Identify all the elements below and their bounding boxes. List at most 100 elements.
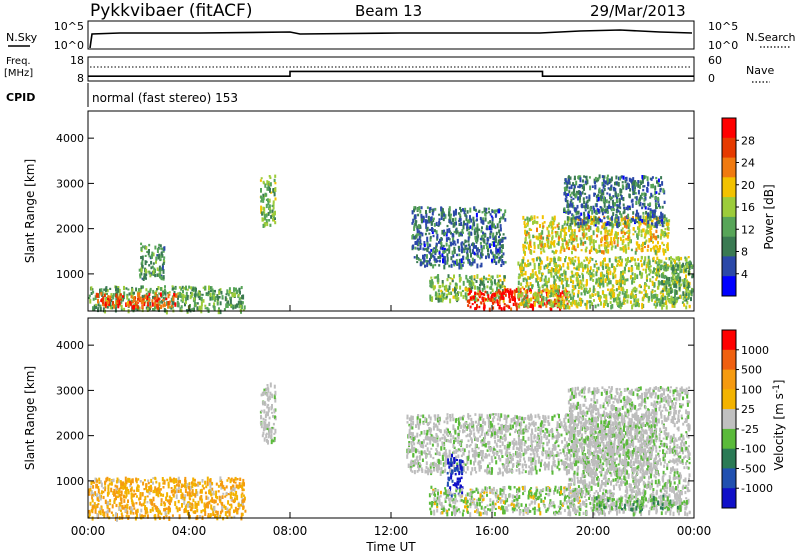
data-cell <box>635 287 638 292</box>
data-cell <box>504 236 507 240</box>
data-cell <box>588 249 591 255</box>
data-cell <box>664 302 666 305</box>
data-cell <box>678 280 681 283</box>
data-cell <box>499 218 502 222</box>
data-cell <box>139 480 142 483</box>
data-cell <box>637 226 639 230</box>
data-cell <box>677 276 680 281</box>
data-cell <box>647 203 650 207</box>
data-cell <box>495 261 498 265</box>
data-cell <box>687 286 690 289</box>
data-cell <box>576 215 579 219</box>
data-cell <box>573 207 576 211</box>
data-cell <box>90 481 93 486</box>
data-cell <box>537 300 540 305</box>
data-cell <box>660 290 663 294</box>
data-cell <box>646 274 649 278</box>
data-cell <box>550 275 553 278</box>
data-cell <box>635 209 638 215</box>
data-cell <box>133 489 136 493</box>
data-cell <box>533 301 536 307</box>
data-cell <box>657 220 660 225</box>
data-cell <box>98 477 101 482</box>
data-cell <box>573 245 576 250</box>
data-cell <box>639 270 641 275</box>
data-cell <box>688 263 691 268</box>
data-cell <box>220 502 223 505</box>
data-cell <box>265 219 268 223</box>
data-cell <box>124 504 127 509</box>
data-cell <box>673 297 676 302</box>
data-cell <box>180 494 183 499</box>
data-cell <box>140 242 143 246</box>
data-cell <box>181 300 184 304</box>
data-cell <box>437 297 440 303</box>
data-cell <box>97 485 100 489</box>
data-cell <box>179 488 182 493</box>
data-cell <box>424 232 427 236</box>
data-cell <box>658 192 661 195</box>
data-cell <box>417 425 420 430</box>
data-cell <box>435 221 438 226</box>
data-cell <box>662 250 665 256</box>
data-cell <box>518 294 521 298</box>
data-cell <box>443 297 446 300</box>
data-cell <box>468 279 471 282</box>
data-cell <box>274 182 277 185</box>
data-cell <box>196 293 199 297</box>
data-cell <box>611 304 614 309</box>
data-cell <box>211 497 214 502</box>
data-cell <box>180 299 183 302</box>
data-cell <box>232 484 235 488</box>
data-cell <box>267 387 270 393</box>
data-cell <box>180 305 183 309</box>
data-cell <box>618 223 620 227</box>
data-cell <box>159 292 162 297</box>
data-cell <box>419 244 422 250</box>
data-cell <box>162 250 165 253</box>
data-cell <box>687 297 690 300</box>
data-cell <box>620 279 623 284</box>
data-cell <box>583 289 586 293</box>
data-cell <box>265 198 268 201</box>
data-cell <box>150 260 153 265</box>
data-cell <box>441 246 444 251</box>
data-cell <box>585 175 588 181</box>
data-cell <box>522 247 525 252</box>
data-cell <box>606 221 609 226</box>
data-cell <box>664 274 667 278</box>
data-cell <box>678 265 681 269</box>
data-cell <box>106 292 108 295</box>
data-cell <box>412 234 415 237</box>
data-cell <box>453 230 456 234</box>
data-cell <box>602 275 605 281</box>
data-cell <box>88 511 91 517</box>
data-cell <box>512 302 515 306</box>
data-cell <box>577 289 580 295</box>
data-cell <box>191 502 194 506</box>
data-cell <box>239 301 241 306</box>
data-cell <box>409 464 412 468</box>
data-cell <box>209 292 212 297</box>
data-cell <box>205 495 208 500</box>
data-cell <box>208 489 211 495</box>
data-cell <box>133 291 135 295</box>
data-cell <box>644 292 647 298</box>
data-cell <box>609 187 612 191</box>
data-cell <box>609 288 612 294</box>
data-cell <box>538 270 541 273</box>
data-cell <box>612 272 615 277</box>
data-cell <box>530 215 533 220</box>
data-cell <box>573 266 576 270</box>
data-cell <box>209 490 212 495</box>
data-cell <box>456 253 459 257</box>
data-cell <box>442 295 445 299</box>
data-cell <box>526 298 529 302</box>
data-cell <box>99 304 102 308</box>
data-cell <box>185 309 188 312</box>
data-cell <box>198 292 201 296</box>
data-cell <box>473 206 476 210</box>
date-title: 29/Mar/2013 <box>590 2 686 20</box>
data-cell <box>685 295 688 299</box>
data-cell <box>513 291 516 297</box>
